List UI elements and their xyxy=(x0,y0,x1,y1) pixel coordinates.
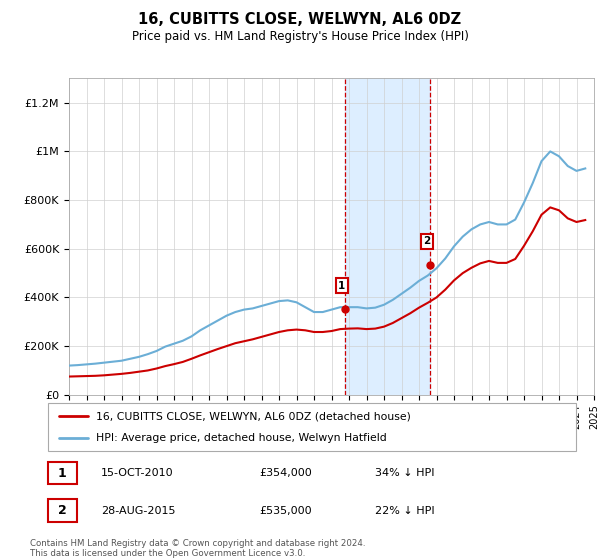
Text: 2: 2 xyxy=(423,236,431,246)
Text: Price paid vs. HM Land Registry's House Price Index (HPI): Price paid vs. HM Land Registry's House … xyxy=(131,30,469,43)
Text: 1: 1 xyxy=(338,281,346,291)
Text: £535,000: £535,000 xyxy=(259,506,312,516)
Text: £354,000: £354,000 xyxy=(259,468,312,478)
Text: 22% ↓ HPI: 22% ↓ HPI xyxy=(376,506,435,516)
Text: 16, CUBITTS CLOSE, WELWYN, AL6 0DZ (detached house): 16, CUBITTS CLOSE, WELWYN, AL6 0DZ (deta… xyxy=(95,411,410,421)
Text: 34% ↓ HPI: 34% ↓ HPI xyxy=(376,468,435,478)
Bar xyxy=(346,78,430,395)
Text: Contains HM Land Registry data © Crown copyright and database right 2024.
This d: Contains HM Land Registry data © Crown c… xyxy=(30,539,365,558)
Text: HPI: Average price, detached house, Welwyn Hatfield: HPI: Average price, detached house, Welw… xyxy=(95,433,386,443)
Text: 15-OCT-2010: 15-OCT-2010 xyxy=(101,468,173,478)
Text: 2: 2 xyxy=(58,505,67,517)
Text: 28-AUG-2015: 28-AUG-2015 xyxy=(101,506,175,516)
Bar xyxy=(48,500,77,522)
Text: 16, CUBITTS CLOSE, WELWYN, AL6 0DZ: 16, CUBITTS CLOSE, WELWYN, AL6 0DZ xyxy=(139,12,461,27)
Text: 1: 1 xyxy=(58,466,67,479)
Bar xyxy=(48,461,77,484)
